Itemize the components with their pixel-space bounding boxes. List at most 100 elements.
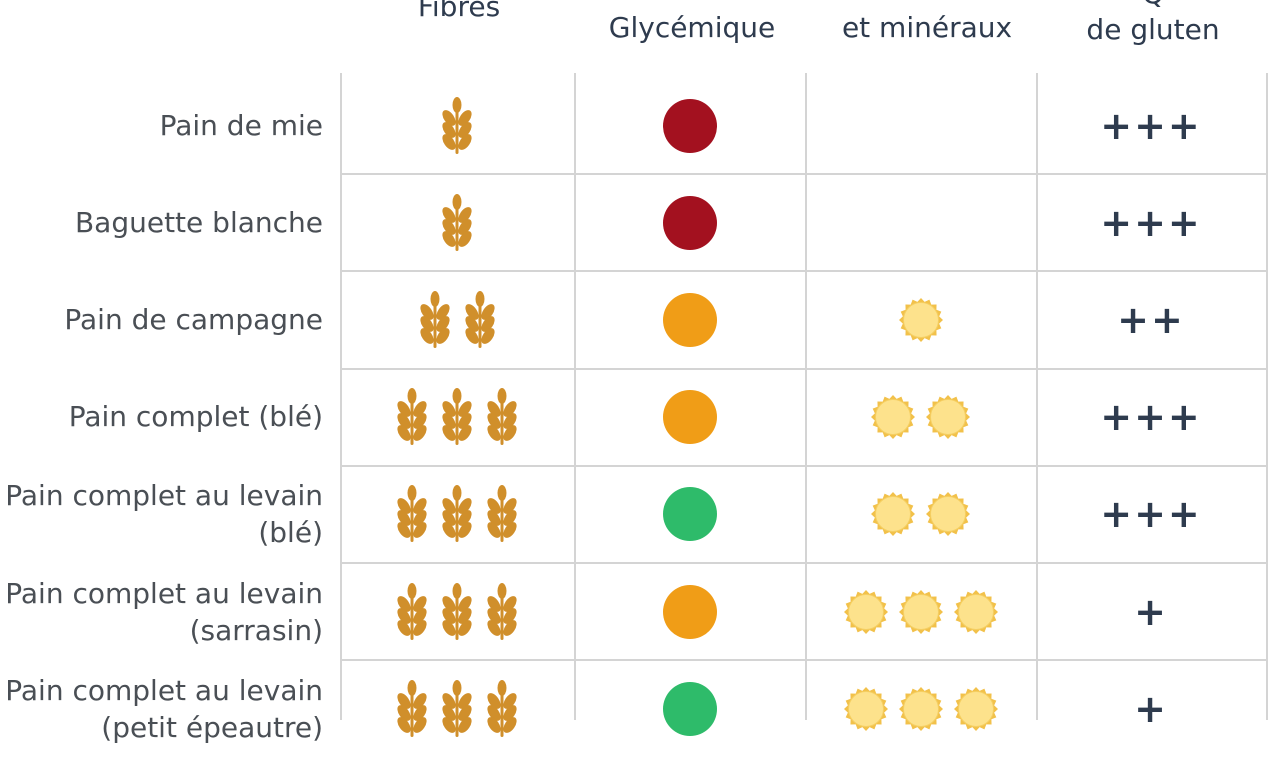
fibres-cell bbox=[340, 563, 574, 660]
sun-icon bbox=[871, 395, 915, 440]
sun-icon bbox=[843, 686, 888, 731]
glycemic-cell bbox=[574, 660, 805, 757]
sun-icon bbox=[953, 589, 998, 634]
glycemic-cell bbox=[574, 563, 805, 660]
wheat-icon bbox=[442, 485, 472, 543]
header-glycemique: Glycémique bbox=[608, 11, 776, 44]
gluten-level: +++ bbox=[1100, 103, 1202, 148]
glycemic-cell bbox=[574, 466, 805, 563]
fibres-cell bbox=[340, 466, 574, 563]
wheat-icon bbox=[419, 290, 450, 348]
grid-vertical-line bbox=[805, 73, 807, 720]
glycemic-cell bbox=[574, 174, 805, 271]
row-label-line1: Pain complet au levain bbox=[5, 673, 323, 707]
glycemic-indicator-dot bbox=[662, 390, 717, 445]
row-label: Pain complet au levain (blé) bbox=[0, 477, 323, 551]
wheat-icon bbox=[442, 96, 472, 154]
row-label: Baguette blanche bbox=[0, 204, 323, 241]
fibres-cell bbox=[340, 77, 574, 174]
sun-icon bbox=[898, 297, 943, 342]
row-label: Pain de mie bbox=[0, 107, 323, 144]
glycemic-cell bbox=[574, 77, 805, 174]
gluten-level: ++ bbox=[1117, 297, 1185, 342]
grid-horizontal-line bbox=[340, 173, 1268, 176]
gluten-level: +++ bbox=[1100, 200, 1202, 245]
gluten-cell: +++ bbox=[1036, 77, 1266, 174]
sun-icon bbox=[843, 589, 888, 634]
sun-icon bbox=[898, 589, 943, 634]
grid-vertical-line bbox=[340, 73, 342, 720]
grid-horizontal-line bbox=[340, 367, 1268, 370]
header-gluten-line2: de gluten bbox=[1086, 13, 1220, 46]
gluten-cell: +++ bbox=[1036, 466, 1266, 563]
mineraux-cell bbox=[805, 466, 1036, 563]
fibres-cell bbox=[340, 660, 574, 757]
wheat-icon bbox=[442, 193, 472, 251]
grid-horizontal-line bbox=[340, 562, 1268, 564]
fibres-cell bbox=[340, 271, 574, 368]
grid-horizontal-line bbox=[340, 659, 1268, 662]
wheat-icon bbox=[397, 679, 427, 737]
mineraux-cell bbox=[805, 369, 1036, 466]
mineraux-cell bbox=[805, 660, 1036, 757]
wheat-icon bbox=[487, 582, 517, 640]
mineraux-cell bbox=[805, 77, 1036, 174]
gluten-level: +++ bbox=[1100, 395, 1202, 440]
fibres-cell bbox=[340, 369, 574, 466]
glycemic-indicator-dot bbox=[662, 98, 717, 153]
header-gluten-line1: Q bbox=[1053, 0, 1253, 12]
header-mineraux: et minéraux bbox=[841, 11, 1013, 44]
row-label-line1: Pain de campagne bbox=[64, 303, 323, 336]
glycemic-cell bbox=[574, 369, 805, 466]
grid-vertical-line bbox=[574, 73, 576, 720]
row-label: Pain complet au levain (petit épeautre) bbox=[0, 672, 323, 746]
wheat-icon bbox=[442, 388, 472, 446]
row-label: Pain complet (blé) bbox=[0, 398, 323, 435]
gluten-cell: ++ bbox=[1036, 271, 1266, 368]
row-label-line1: Pain complet au levain bbox=[5, 576, 323, 610]
wheat-icon bbox=[487, 485, 517, 543]
grid-horizontal-line bbox=[340, 270, 1268, 273]
mineraux-cell bbox=[805, 271, 1036, 368]
wheat-icon bbox=[464, 290, 495, 348]
glycemic-cell bbox=[574, 271, 805, 368]
mineraux-cell bbox=[805, 563, 1036, 660]
glycemic-indicator-dot bbox=[662, 195, 717, 250]
glycemic-indicator-dot bbox=[662, 584, 717, 639]
glycemic-indicator-dot bbox=[662, 292, 717, 347]
fibres-cell bbox=[340, 174, 574, 271]
glycemic-indicator-dot bbox=[662, 681, 717, 736]
gluten-cell: +++ bbox=[1036, 369, 1266, 466]
row-label-line2: (blé) bbox=[258, 516, 323, 550]
row-label-line2: (sarrasin) bbox=[189, 613, 323, 647]
gluten-cell: + bbox=[1036, 563, 1266, 660]
wheat-icon bbox=[397, 582, 427, 640]
gluten-level: + bbox=[1134, 686, 1168, 731]
wheat-icon bbox=[397, 388, 427, 446]
header-fibres: Fibres bbox=[417, 0, 501, 23]
sun-icon bbox=[898, 686, 943, 731]
row-label: Pain complet au levain (sarrasin) bbox=[0, 575, 323, 649]
grid-horizontal-line bbox=[340, 464, 1268, 467]
row-label-line1: Pain complet (blé) bbox=[68, 400, 323, 434]
wheat-icon bbox=[397, 485, 427, 543]
row-label-line1: Pain de mie bbox=[159, 108, 323, 142]
sun-icon bbox=[926, 492, 970, 537]
header-gluten: Q de gluten bbox=[1053, 0, 1253, 48]
row-label-line2: (petit épeautre) bbox=[101, 710, 323, 744]
sun-icon bbox=[926, 395, 970, 440]
gluten-level: +++ bbox=[1100, 492, 1202, 537]
wheat-icon bbox=[442, 582, 472, 640]
grid-vertical-line bbox=[1036, 73, 1038, 720]
gluten-cell: +++ bbox=[1036, 174, 1266, 271]
mineraux-cell bbox=[805, 174, 1036, 271]
row-label: Pain de campagne bbox=[0, 301, 323, 338]
glycemic-indicator-dot bbox=[662, 487, 717, 542]
sun-icon bbox=[953, 686, 998, 731]
gluten-level: + bbox=[1134, 589, 1168, 634]
wheat-icon bbox=[487, 679, 517, 737]
wheat-icon bbox=[442, 679, 472, 737]
grid-vertical-line bbox=[1266, 73, 1268, 720]
gluten-cell: + bbox=[1036, 660, 1266, 757]
wheat-icon bbox=[487, 388, 517, 446]
